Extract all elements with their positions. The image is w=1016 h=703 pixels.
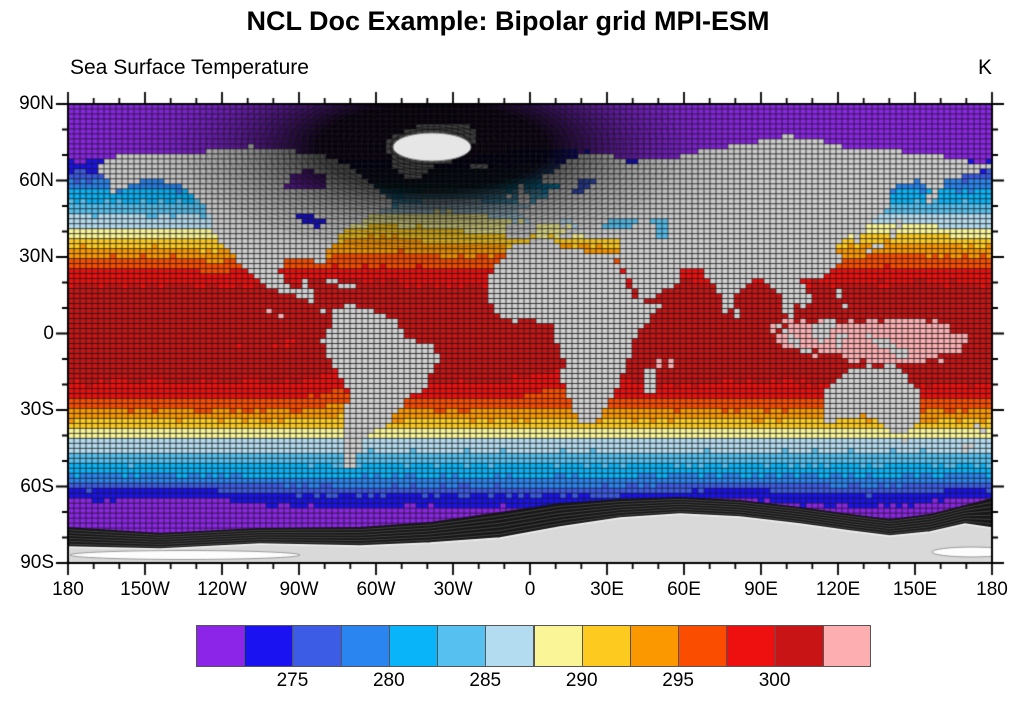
x-tick-label: 90W [279,579,319,600]
x-tick-label: 30W [433,579,473,600]
x-tick-label: 180 [52,579,84,600]
colorbar-box [629,625,680,667]
y-tick-label: 60S [20,475,54,497]
y-tick-label: 90N [19,93,54,114]
y-tick-label: 30N [19,246,54,267]
colorbar-tick-label: 295 [662,670,694,691]
y-tick-label: 0 [43,322,54,344]
colorbar-tick-label: 285 [469,670,502,691]
x-tick-label: 180 [976,579,1008,600]
x-tick-label: 90E [744,579,778,600]
colorbar-box [581,625,631,667]
y-tick-label: 60N [19,169,54,191]
x-tick-label: 150W [120,579,170,600]
field-label: Sea Surface Temperature [70,56,309,79]
x-tick-label: 150E [892,579,938,600]
colorbar-box [196,625,246,667]
colorbar-tick-label: 300 [758,670,791,691]
plot-title: NCL Doc Example: Bipolar grid MPI-ESM [246,6,770,36]
colorbar-box [485,625,535,667]
y-tick-label: 90S [20,552,54,573]
colorbar-box [774,625,824,667]
x-tick-label: 120W [197,579,247,600]
colorbar-box [726,625,776,667]
y-tick-label: 30S [20,399,54,420]
x-tick-label: 0 [524,579,536,600]
x-tick-label: 120E [815,579,861,600]
colorbar-tick-label: 280 [372,670,405,691]
x-tick-label: 60E [667,579,701,600]
colorbar-tick-label: 290 [565,670,598,691]
colorbar-box [822,625,871,667]
colorbar-box [340,625,390,667]
colorbar-box [244,625,294,667]
colorbar-tick-label: 275 [276,670,309,691]
colorbar-box [388,625,439,667]
units-label: K [977,56,992,79]
x-tick-label: 60W [356,579,396,600]
colorbar-box [533,625,583,667]
colorbar-box [437,625,487,667]
colorbar-box [678,625,728,667]
x-tick-label: 30E [590,579,624,600]
colorbar-box [292,625,342,667]
